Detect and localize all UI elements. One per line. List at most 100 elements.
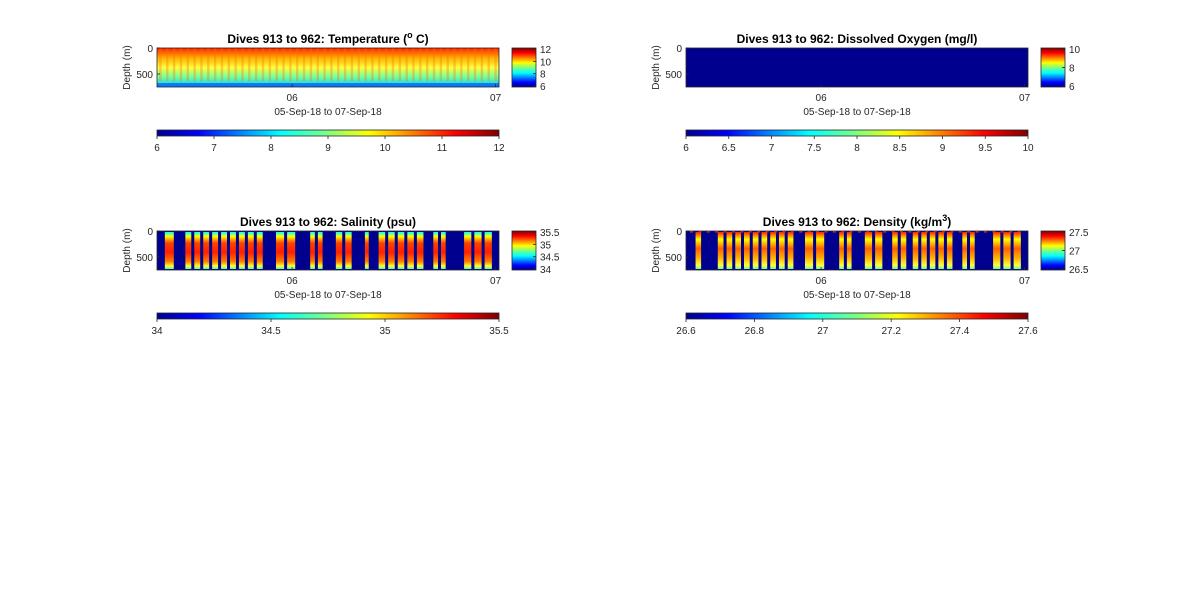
dive-profile [345, 232, 352, 269]
dive-stripe [364, 48, 367, 82]
dive-profile [770, 232, 776, 269]
colorbar-horizontal-tick-label: 35.5 [489, 326, 509, 337]
dive-profile [275, 232, 285, 269]
panel-title: Dives 913 to 962: Dissolved Oxygen (mg/l… [737, 32, 978, 46]
surface-mark [790, 231, 794, 233]
dive-profile [787, 232, 794, 269]
y-tick-label: 500 [665, 70, 682, 81]
dive-stripe [275, 48, 278, 82]
surface-mark [816, 231, 819, 233]
colorbar-horizontal-tick-label: 10 [379, 143, 391, 154]
colorbar-horizontal-tick-label: 10 [1022, 143, 1034, 154]
dive-stripe [220, 48, 224, 82]
colorbar-tick-label: 12 [540, 45, 552, 56]
dive-stripe [357, 48, 360, 82]
dive-stripe [467, 48, 470, 82]
surface-mark [748, 231, 752, 233]
dive-profile [864, 232, 873, 269]
dive-stripe [309, 48, 313, 82]
dive-stripe [302, 48, 306, 82]
dive-stripe [432, 48, 436, 82]
colorbar-horizontal-tick-label: 26.6 [676, 326, 696, 337]
dive-profile [433, 232, 439, 269]
colorbar-tick-label: 34 [540, 265, 552, 276]
dive-stripe [213, 48, 217, 82]
x-tick-label: 06 [287, 93, 299, 104]
dive-stripe [268, 48, 272, 82]
dive-profile [185, 232, 192, 269]
bottom-band [157, 83, 499, 87]
colorbar-horizontal-tick-label: 7 [769, 143, 775, 154]
dive-profile [230, 232, 236, 269]
colorbar-horizontal-tick-label: 8 [268, 143, 274, 154]
dive-profile [221, 232, 228, 269]
panel-oxygen: Dives 913 to 962: Dissolved Oxygen (mg/l… [651, 32, 1081, 154]
surface-mark [874, 231, 878, 233]
surface-mark [958, 231, 962, 233]
dive-stripe [371, 48, 374, 82]
colorbar-tick-label: 6 [1069, 82, 1075, 93]
title-text: Dives 913 to 962: Salinity (psu) [240, 215, 416, 229]
dive-profile [717, 232, 724, 269]
dive-stripe [261, 48, 265, 82]
surface-mark [807, 231, 811, 233]
colorbar-tick-label: 10 [540, 57, 552, 68]
dive-profile [441, 232, 446, 269]
dive-stripe [193, 48, 196, 82]
surface-mark [984, 231, 987, 233]
panel-title: Dives 913 to 962: Temperature (o C) [227, 30, 428, 46]
surface-mark [732, 231, 735, 233]
y-tick-label: 500 [665, 253, 682, 264]
dive-profile [416, 232, 424, 269]
dive-profile [1003, 232, 1011, 269]
surface-mark [765, 231, 769, 233]
dive-stripe [179, 48, 183, 82]
axis-frame [685, 47, 1029, 88]
dive-stripe [241, 48, 244, 82]
surface-mark [908, 231, 912, 233]
dive-stripe [419, 48, 422, 82]
colorbar-horizontal-tick-label: 12 [493, 143, 505, 154]
panel-title: Dives 913 to 962: Salinity (psu) [240, 215, 416, 229]
dive-stripe [254, 48, 258, 82]
dive-profile [194, 232, 201, 269]
colorbar-horizontal-tick-label: 7.5 [807, 143, 821, 154]
colorbar-horizontal-tick-label: 9.5 [978, 143, 992, 154]
colorbar-tick-label: 35 [540, 240, 552, 251]
dive-profile [735, 232, 741, 269]
dive-profile [778, 232, 785, 269]
dive-profile [993, 232, 1001, 269]
dive-stripe [227, 48, 231, 82]
surface-mark [967, 231, 971, 233]
dive-profile [247, 232, 254, 269]
dive-profile [378, 232, 386, 269]
y-axis-label: Depth (m) [122, 228, 133, 272]
colorbar-frame [511, 230, 537, 271]
colorbar-horizontal-tick-label: 27.2 [881, 326, 901, 337]
x-tick-label: 06 [816, 276, 828, 287]
dive-profile [752, 232, 759, 269]
dive-stripe [446, 48, 449, 82]
colorbar-horizontal-tick-label: 34.5 [261, 326, 281, 337]
dive-stripe [473, 48, 477, 82]
dive-profile [464, 232, 472, 269]
surface-mark [1017, 231, 1021, 233]
x-axis-label: 05-Sep-18 to 07-Sep-18 [803, 290, 911, 301]
dive-profile [938, 232, 944, 269]
surface-mark [858, 231, 861, 233]
dive-profile [317, 232, 323, 269]
colorbar-horizontal-frame [685, 312, 1029, 320]
dive-stripe [316, 48, 319, 82]
dive-profile [287, 232, 296, 269]
title-suffix: ) [947, 215, 951, 229]
surface-mark [799, 231, 803, 233]
dive-stripe [487, 48, 490, 82]
colorbar-tick-label: 35.5 [540, 228, 560, 239]
temperature-field [157, 48, 499, 87]
dive-profile [256, 232, 263, 269]
surface-mark [690, 231, 693, 233]
dive-stripe [398, 48, 402, 82]
title-text: Dives 913 to 962: Density (kg/m [763, 215, 942, 229]
dive-stripe [296, 48, 299, 82]
dive-stripe [207, 48, 210, 82]
